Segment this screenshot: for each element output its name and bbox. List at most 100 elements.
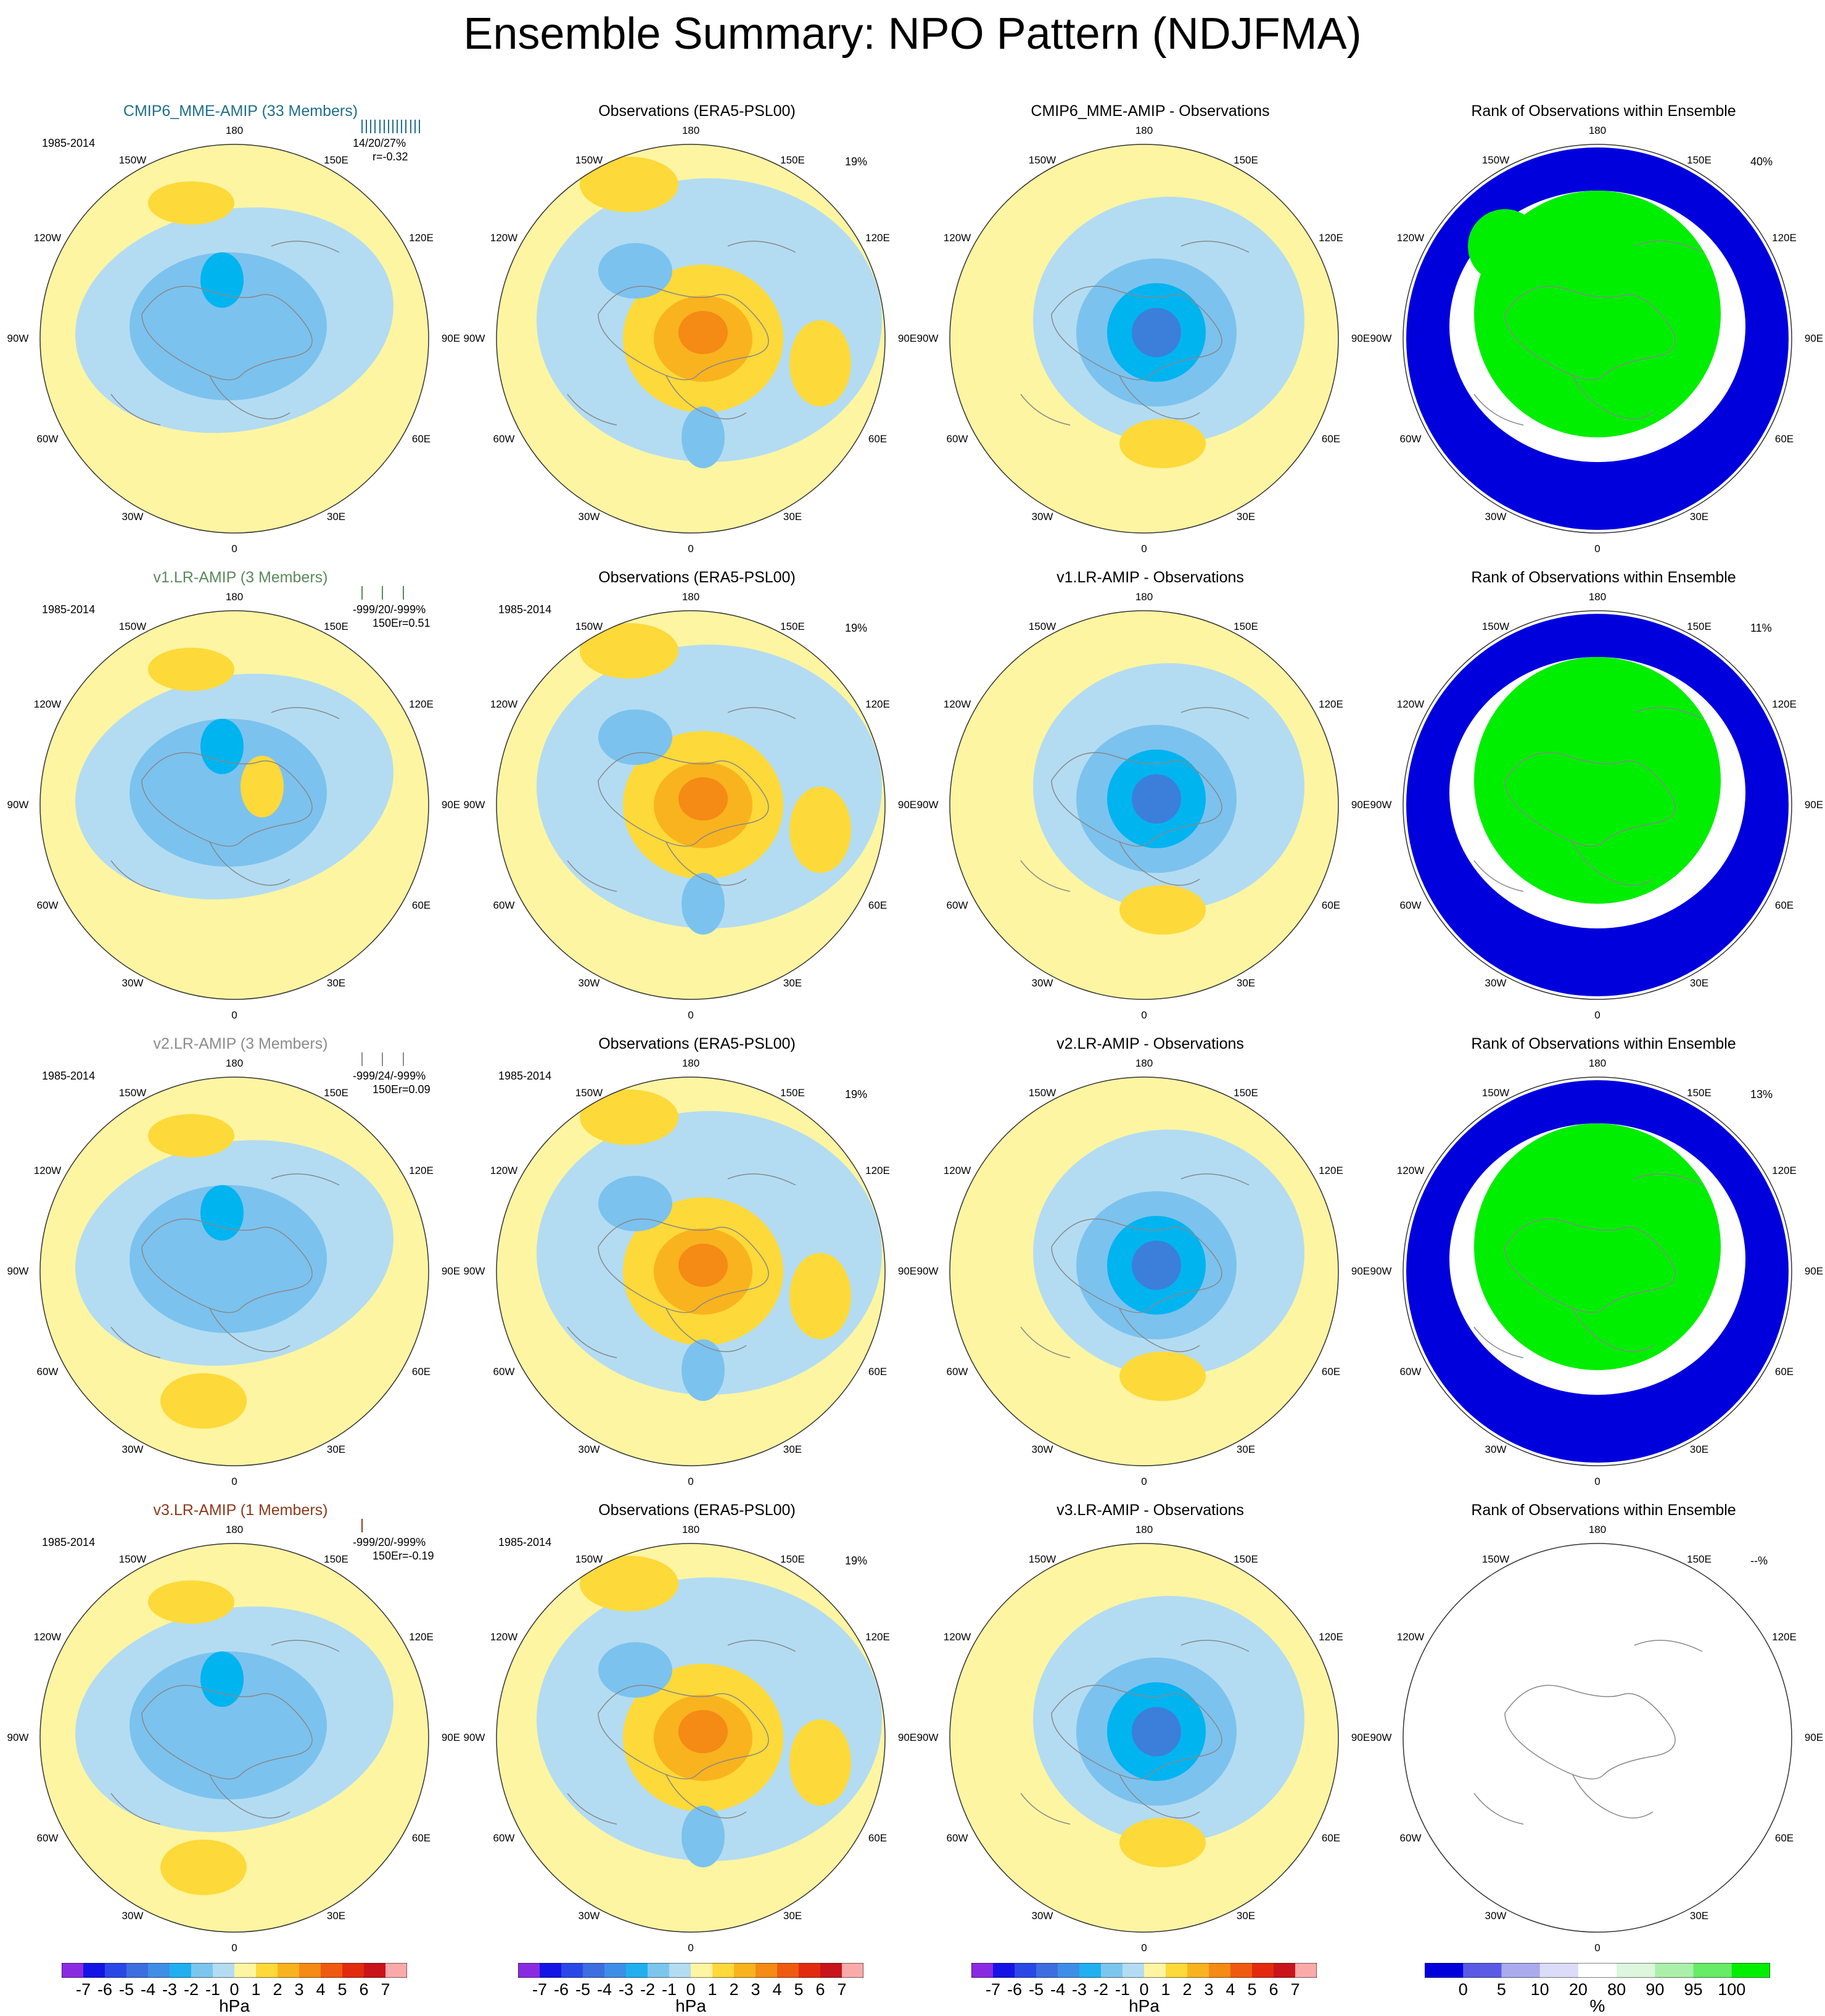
- colorbar-tick-label: -6: [553, 1980, 569, 1999]
- negative-anomaly-core: [1132, 308, 1181, 357]
- positive-anomaly-region: [1119, 885, 1206, 935]
- longitude-label-bottom: 0: [688, 1476, 694, 1487]
- coastline-lines: [1473, 241, 1703, 426]
- longitude-label-r150: 150E: [1687, 1553, 1712, 1565]
- positive-anomaly-region: [160, 1373, 247, 1429]
- longitude-label-bottom: 0: [688, 1942, 694, 1954]
- explained-variance-label: 11%: [1750, 622, 1772, 634]
- period-label: 1985-2014: [42, 137, 96, 149]
- colorbar-swatch: [1123, 1963, 1145, 1978]
- colorbar-swatch: [83, 1963, 105, 1978]
- longitude-label-top: 180: [1588, 1524, 1607, 1535]
- colorbar-swatch: [1617, 1963, 1655, 1978]
- longitude-label-top: 180: [1588, 591, 1607, 603]
- colorbar-swatch: [234, 1963, 257, 1978]
- colorbar-tick-label: -7: [75, 1980, 91, 1999]
- colorbar-tick-label: 6: [1269, 1980, 1279, 1999]
- polar-map: [949, 1543, 1339, 1933]
- positive-anomaly-region: [1119, 419, 1206, 468]
- colorbar-tick-label: 5: [337, 1980, 347, 1999]
- colorbar-unit-label: hPa: [219, 1996, 250, 2015]
- positive-anomaly-core: [678, 1710, 728, 1753]
- longitude-label-l90: 90W: [463, 1265, 485, 1277]
- map-boundary: [949, 610, 1339, 1000]
- longitude-label-r120: 120E: [865, 1165, 890, 1176]
- panel-title: v3.LR-AMIP (1 Members): [153, 1502, 328, 1519]
- map-panel-r1-c2: Observations (ERA5-PSL00) 180 0 150W 150E 120…: [464, 0, 925, 555]
- colorbar-swatch: [648, 1963, 670, 1978]
- longitude-label-r60: 60E: [868, 1366, 888, 1378]
- panel-title: Observations (ERA5-PSL00): [598, 569, 796, 586]
- positive-anomaly-region: [580, 623, 678, 679]
- colorbar-swatch: [1187, 1963, 1209, 1978]
- panel-title: Observations (ERA5-PSL00): [598, 1035, 796, 1052]
- colorbar-swatch: [1274, 1963, 1296, 1978]
- polar-map: [949, 610, 1339, 1000]
- map-panel-r4-c4: Rank of Observations within Ensemble 180 0…: [1370, 1399, 1825, 1954]
- colorbar-tick-label: 2: [729, 1980, 739, 1999]
- longitude-label-r90: 90E: [1804, 1265, 1824, 1277]
- negative-anomaly-core: [200, 252, 244, 308]
- longitude-label-l120: 120W: [1396, 1631, 1425, 1643]
- colorbar-swatch: [1144, 1963, 1166, 1978]
- longitude-label-l60: 60W: [36, 433, 59, 445]
- longitude-label-bottom: 0: [1594, 1009, 1600, 1021]
- longitude-label-l150: 150W: [1481, 154, 1510, 166]
- colorbar-swatch: [799, 1963, 821, 1978]
- longitude-label-l90: 90W: [917, 1265, 939, 1277]
- colorbar-tick-label: 4: [316, 1980, 326, 1999]
- colorbar-swatch: [1252, 1963, 1274, 1978]
- colorbar-tick-label: 5: [1496, 1980, 1506, 1999]
- positive-anomaly-region: [148, 648, 234, 691]
- longitude-label-l150: 150W: [575, 154, 603, 166]
- longitude-label-r90: 90E: [897, 333, 917, 344]
- coastline-lines: [567, 1640, 796, 1825]
- colorbar-swatch: [734, 1963, 756, 1978]
- polar-map: [39, 1543, 429, 1933]
- longitude-label-l60: 60W: [493, 433, 515, 445]
- colorbar-tick-label: 80: [1607, 1980, 1626, 1999]
- longitude-label-bottom: 0: [231, 1942, 237, 1954]
- coastline-lines: [110, 1173, 340, 1358]
- coastline-lines: [1020, 1640, 1250, 1825]
- colorbar-tick-label: -2: [183, 1980, 199, 1999]
- map-boundary: [949, 1076, 1339, 1466]
- longitude-label-bottom: 0: [231, 1009, 237, 1021]
- colorbar-swatch: [170, 1963, 192, 1978]
- positive-anomaly-core: [678, 777, 728, 820]
- longitude-label-l90: 90W: [1370, 799, 1392, 811]
- colorbar-tick-label: 1: [707, 1980, 717, 1999]
- colorbar-tick-label: 0: [686, 1980, 696, 1999]
- negative-anomaly-region: [682, 407, 725, 468]
- polar-map: [1403, 144, 1792, 534]
- longitude-label-top: 180: [225, 125, 244, 136]
- map-panel-r2-c4: Rank of Observations within Ensemble 180 0…: [1370, 466, 1825, 1021]
- colorbar-tick-label: 0: [229, 1980, 239, 1999]
- negative-anomaly-core: [200, 1651, 244, 1707]
- colorbar-swatch: [777, 1963, 799, 1978]
- longitude-label-l90: 90W: [7, 799, 29, 811]
- map-panel-r4-c3: v3.LR-AMIP - Observations 180 0 150W 150E 120…: [917, 1399, 1378, 1954]
- longitude-label-r120: 120E: [409, 1631, 434, 1643]
- longitude-label-r30: 30E: [326, 1444, 346, 1455]
- map-boundary: [1403, 610, 1792, 1000]
- longitude-label-bottom: 0: [1594, 543, 1600, 555]
- colorbar-swatch: [1655, 1963, 1694, 1978]
- colorbar-swatches: [61, 1962, 408, 1978]
- longitude-label-r150: 150E: [1687, 1087, 1712, 1099]
- colorbar-tick-label: 7: [381, 1980, 390, 1999]
- colorbar-swatch: [842, 1963, 864, 1978]
- longitude-label-top: 180: [682, 1057, 700, 1069]
- longitude-label-l120: 120W: [1396, 1165, 1425, 1176]
- coastline-lines: [1020, 707, 1250, 892]
- colorbar-swatch: [62, 1963, 84, 1978]
- colorbar-swatch: [105, 1963, 127, 1978]
- negative-anomaly-region: [598, 709, 672, 765]
- period-label: 1985-2014: [42, 1070, 96, 1082]
- longitude-label-l120: 120W: [33, 1165, 62, 1176]
- map-panel-r3-c2: Observations (ERA5-PSL00) 180 0 150W 150E 120…: [464, 933, 925, 1487]
- ensemble-spread-ticks: [358, 117, 432, 136]
- longitude-label-r30: 30E: [1689, 1910, 1709, 1922]
- longitude-label-l60: 60W: [36, 1366, 59, 1378]
- map-boundary: [39, 610, 429, 1000]
